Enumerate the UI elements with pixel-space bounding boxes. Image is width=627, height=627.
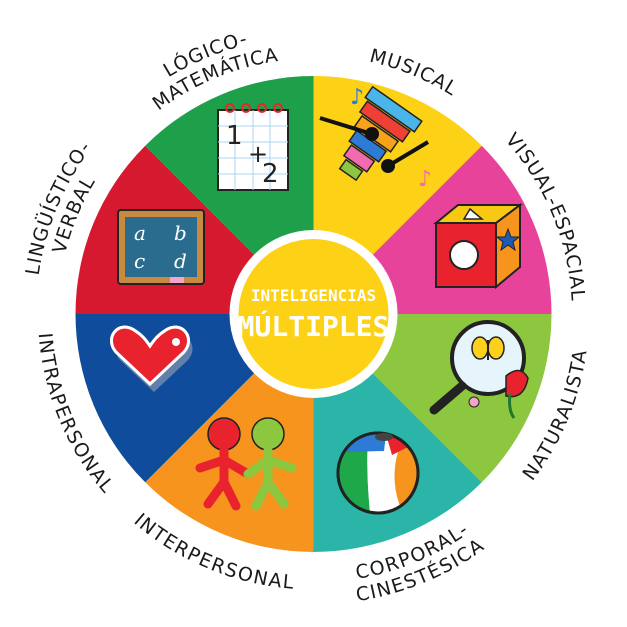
svg-text:♪: ♪ xyxy=(350,85,364,110)
svg-text:♪: ♪ xyxy=(418,167,432,192)
beach-ball-icon xyxy=(336,431,420,515)
notepad-digit-2: 2 xyxy=(262,159,279,189)
heart-icon xyxy=(110,325,193,392)
notepad-plus: + xyxy=(248,140,268,168)
blackboard-letter-a: a xyxy=(134,221,146,245)
holding-hands-icon xyxy=(195,417,297,511)
center-hub xyxy=(238,239,389,389)
blackboard-icon: a b c d xyxy=(117,209,205,285)
blackboard-letter-b: b xyxy=(174,221,187,245)
xylophone-icon: ♪ ♪ xyxy=(319,85,432,192)
math-notepad-icon: 1 + 2 xyxy=(217,103,289,191)
center-title-line2: MÚLTIPLES xyxy=(238,309,390,343)
notepad-digit-1: 1 xyxy=(226,121,243,151)
magnifier-butterfly-icon xyxy=(429,320,529,419)
center-title-line1: INTELIGENCIAS xyxy=(251,286,376,305)
blackboard-letter-d: d xyxy=(174,249,187,273)
blackboard-letter-c: c xyxy=(134,249,145,273)
shape-cube-icon xyxy=(433,203,523,290)
